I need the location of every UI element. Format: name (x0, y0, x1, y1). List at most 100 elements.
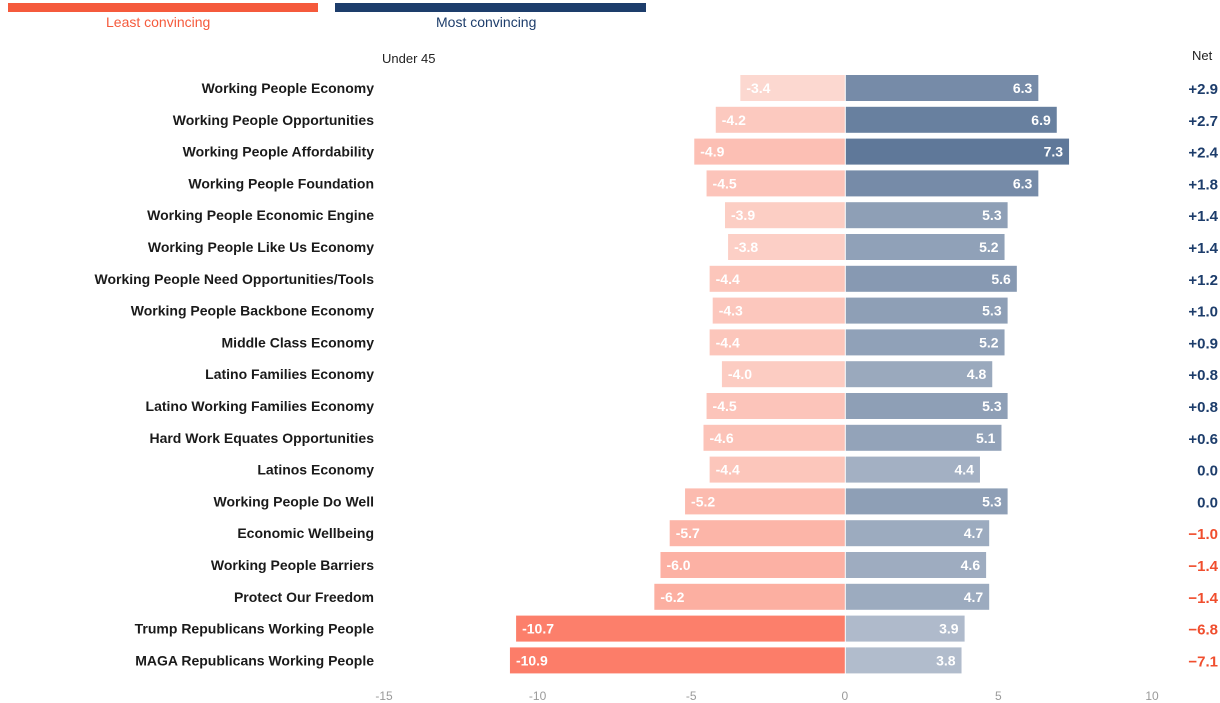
net-value: +0.8 (1188, 399, 1218, 416)
net-value: +1.2 (1188, 272, 1218, 289)
most-convincing-value-label: 4.7 (964, 525, 984, 541)
net-value: −6.8 (1188, 622, 1218, 639)
row-label: Working People Backbone Economy (131, 303, 374, 319)
least-convincing-bar (516, 615, 845, 642)
row-label: Working People Barriers (211, 557, 374, 573)
most-convincing-bar (845, 520, 990, 547)
most-convincing-value-label: 5.3 (982, 493, 1002, 509)
most-convincing-value-label: 5.6 (991, 271, 1011, 287)
least-convincing-legend-bar (8, 3, 318, 12)
most-convincing-bar (845, 361, 993, 388)
most-convincing-bar (845, 202, 1008, 229)
least-convincing-bar (694, 138, 845, 165)
net-value: +0.9 (1188, 335, 1218, 352)
most-convincing-legend-bar (335, 3, 646, 12)
most-convincing-value-label: 5.1 (976, 430, 996, 446)
least-convincing-bar (721, 361, 845, 388)
least-convincing-bar (724, 202, 845, 229)
most-convincing-value-label: 5.3 (982, 207, 1002, 223)
most-convincing-bar (845, 75, 1039, 101)
net-value: +2.4 (1188, 145, 1218, 162)
row-label: Working People Economic Engine (147, 207, 374, 223)
least-convincing-value-label: -5.2 (691, 493, 715, 509)
x-tick-label: -10 (529, 689, 547, 703)
most-convincing-bar (845, 106, 1057, 133)
row-label: Working People Affordability (183, 144, 375, 160)
net-value: +2.9 (1188, 81, 1218, 98)
least-convincing-value-label: -10.9 (516, 652, 548, 668)
net-column-header: Net (1192, 48, 1213, 63)
least-convincing-value-label: -4.4 (716, 271, 740, 287)
net-value: +1.4 (1188, 240, 1218, 257)
least-convincing-bar (740, 75, 845, 101)
least-convincing-value-label: -4.6 (709, 430, 733, 446)
net-value: +1.0 (1188, 304, 1218, 321)
most-convincing-bar (845, 170, 1039, 197)
most-convincing-value-label: 3.9 (939, 621, 959, 637)
least-convincing-value-label: -4.3 (719, 303, 743, 319)
most-convincing-bar (845, 583, 990, 610)
row-label: Middle Class Economy (222, 334, 375, 350)
least-convincing-legend-label: Least convincing (106, 14, 211, 30)
least-convincing-value-label: -4.4 (716, 334, 740, 350)
least-convincing-value-label: -4.9 (700, 144, 724, 160)
net-value: +1.4 (1188, 208, 1218, 225)
least-convincing-value-label: -5.7 (676, 525, 700, 541)
least-convincing-bar (669, 520, 845, 547)
least-convincing-value-label: -6.0 (666, 557, 690, 573)
row-label: Working People Need Opportunities/Tools (94, 271, 374, 287)
most-convincing-value-label: 4.6 (961, 557, 981, 573)
net-value: −1.0 (1188, 526, 1218, 543)
row-label: Latinos Economy (257, 462, 374, 478)
most-convincing-value-label: 6.3 (1013, 175, 1033, 191)
most-convincing-bar (845, 329, 1005, 356)
least-convincing-bar (706, 170, 845, 197)
most-convincing-bar (845, 488, 1008, 515)
least-convincing-value-label: -3.4 (746, 80, 770, 96)
net-value: −7.1 (1188, 653, 1218, 670)
most-convincing-bar (845, 138, 1070, 165)
net-value: +1.8 (1188, 176, 1218, 193)
least-convincing-bar (660, 552, 845, 578)
net-value: +2.7 (1188, 113, 1218, 130)
most-convincing-value-label: 4.8 (967, 366, 987, 382)
most-convincing-bar (845, 234, 1005, 260)
least-convincing-value-label: -4.2 (722, 112, 746, 128)
row-label: Working People Do Well (213, 493, 374, 509)
least-convincing-value-label: -3.8 (734, 239, 758, 255)
x-tick-label: -5 (686, 689, 697, 703)
x-tick-label: 10 (1145, 689, 1159, 703)
least-convincing-bar (509, 647, 845, 674)
least-convincing-value-label: -10.7 (522, 621, 554, 637)
most-convincing-value-label: 5.3 (982, 398, 1002, 414)
x-tick-label: -15 (375, 689, 393, 703)
most-convincing-value-label: 4.4 (954, 462, 974, 478)
most-convincing-bar (845, 552, 987, 578)
net-value: +0.6 (1188, 431, 1218, 448)
least-convincing-value-label: -4.5 (713, 175, 737, 191)
row-label: Working People Foundation (188, 175, 374, 191)
least-convincing-bar (728, 234, 845, 260)
row-label: Latino Working Families Economy (146, 398, 375, 414)
most-convincing-value-label: 7.3 (1044, 144, 1064, 160)
most-convincing-value-label: 5.2 (979, 334, 999, 350)
row-label: Economic Wellbeing (237, 525, 374, 541)
row-label: Trump Republicans Working People (135, 621, 375, 637)
least-convincing-bar (709, 456, 845, 483)
least-convincing-bar (654, 583, 845, 610)
most-convincing-value-label: 3.8 (936, 652, 956, 668)
row-label: Working People Like Us Economy (148, 239, 374, 255)
least-convincing-bar (709, 265, 845, 292)
net-value: −1.4 (1188, 558, 1218, 575)
most-convincing-legend-label: Most convincing (436, 14, 537, 30)
least-convincing-bar (715, 106, 845, 133)
least-convincing-bar (685, 488, 845, 515)
most-convincing-bar (845, 456, 980, 483)
x-tick-label: 0 (841, 689, 848, 703)
row-label: Latino Families Economy (205, 366, 374, 382)
least-convincing-value-label: -3.9 (731, 207, 755, 223)
row-label: MAGA Republicans Working People (135, 652, 374, 668)
net-value: +0.8 (1188, 367, 1218, 384)
least-convincing-bar (709, 329, 845, 356)
